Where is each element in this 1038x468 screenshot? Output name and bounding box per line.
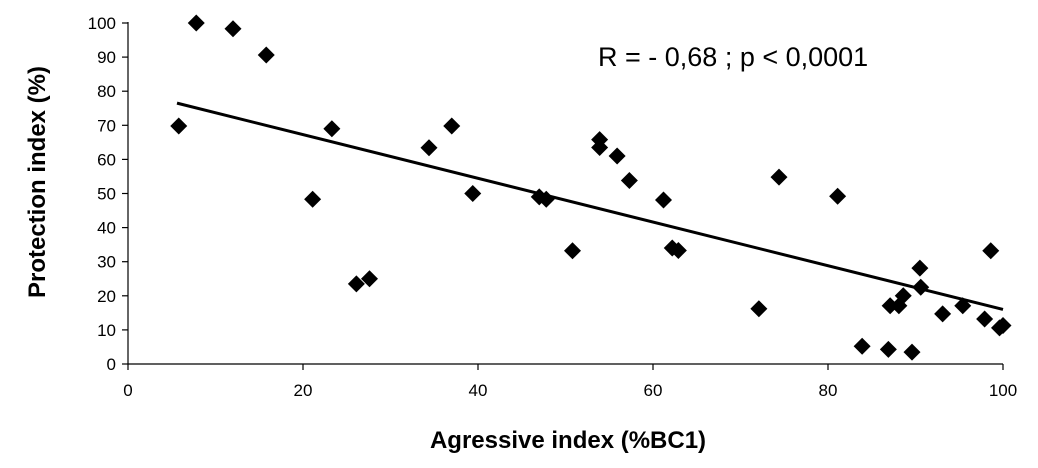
- data-point: [994, 316, 1012, 334]
- data-point: [224, 20, 242, 38]
- data-point: [620, 172, 638, 190]
- trendline-group: [176, 101, 1004, 311]
- tick-labels: 0 10 20 30 40 50 60 70 80 90 100 0 20 40 60 80 100: [88, 14, 1018, 400]
- y-tick-label: 60: [97, 150, 116, 169]
- axes: [122, 22, 1004, 370]
- data-point: [669, 241, 687, 259]
- x-tick-label: 80: [819, 381, 838, 400]
- x-tick-label: 20: [294, 381, 313, 400]
- data-point: [564, 242, 581, 260]
- data-point: [912, 278, 930, 296]
- data-point: [879, 340, 897, 358]
- data-point: [537, 190, 555, 208]
- data-point: [903, 343, 921, 361]
- data-point: [304, 190, 322, 208]
- y-tick-label: 70: [97, 116, 116, 135]
- trendline: [176, 101, 1004, 311]
- y-tick-label: 80: [97, 82, 116, 101]
- x-tick-label: 0: [123, 381, 132, 400]
- correlation-annotation: R = - 0,68 ; p < 0,0001: [598, 42, 868, 72]
- data-point: [170, 117, 188, 135]
- data-point: [853, 337, 871, 355]
- x-axis-title: Agressive index (%BC1): [430, 427, 706, 454]
- data-point: [655, 191, 672, 209]
- data-point: [750, 300, 768, 318]
- data-point: [464, 185, 482, 202]
- data-point: [982, 242, 1000, 260]
- data-point: [894, 287, 912, 305]
- y-tick-label: 50: [97, 185, 116, 204]
- data-point: [323, 120, 341, 138]
- y-tick-label: 100: [88, 14, 116, 33]
- data-point: [443, 117, 461, 135]
- data-point: [976, 310, 994, 328]
- data-point: [934, 305, 952, 323]
- data-point: [770, 168, 788, 186]
- data-point: [829, 187, 847, 205]
- data-point: [361, 270, 378, 288]
- x-tick-label: 100: [989, 381, 1017, 400]
- y-tick-label: 10: [97, 321, 116, 340]
- y-tick-label: 30: [97, 253, 116, 272]
- y-tick-label: 0: [107, 355, 116, 374]
- x-tick-label: 40: [469, 381, 488, 400]
- data-point: [420, 139, 438, 157]
- data-point: [347, 275, 365, 293]
- x-tick-label: 60: [644, 381, 663, 400]
- y-tick-label: 20: [97, 287, 116, 306]
- data-point: [608, 147, 626, 165]
- y-axis-title: Protection index (%): [24, 66, 51, 298]
- data-point: [187, 14, 205, 32]
- y-tick-label: 40: [97, 219, 116, 238]
- data-point: [911, 259, 929, 277]
- data-point: [591, 138, 609, 156]
- data-point: [954, 297, 972, 315]
- data-point: [257, 46, 275, 64]
- y-tick-label: 90: [97, 48, 116, 67]
- data-points: [170, 14, 1012, 361]
- data-point: [881, 297, 899, 315]
